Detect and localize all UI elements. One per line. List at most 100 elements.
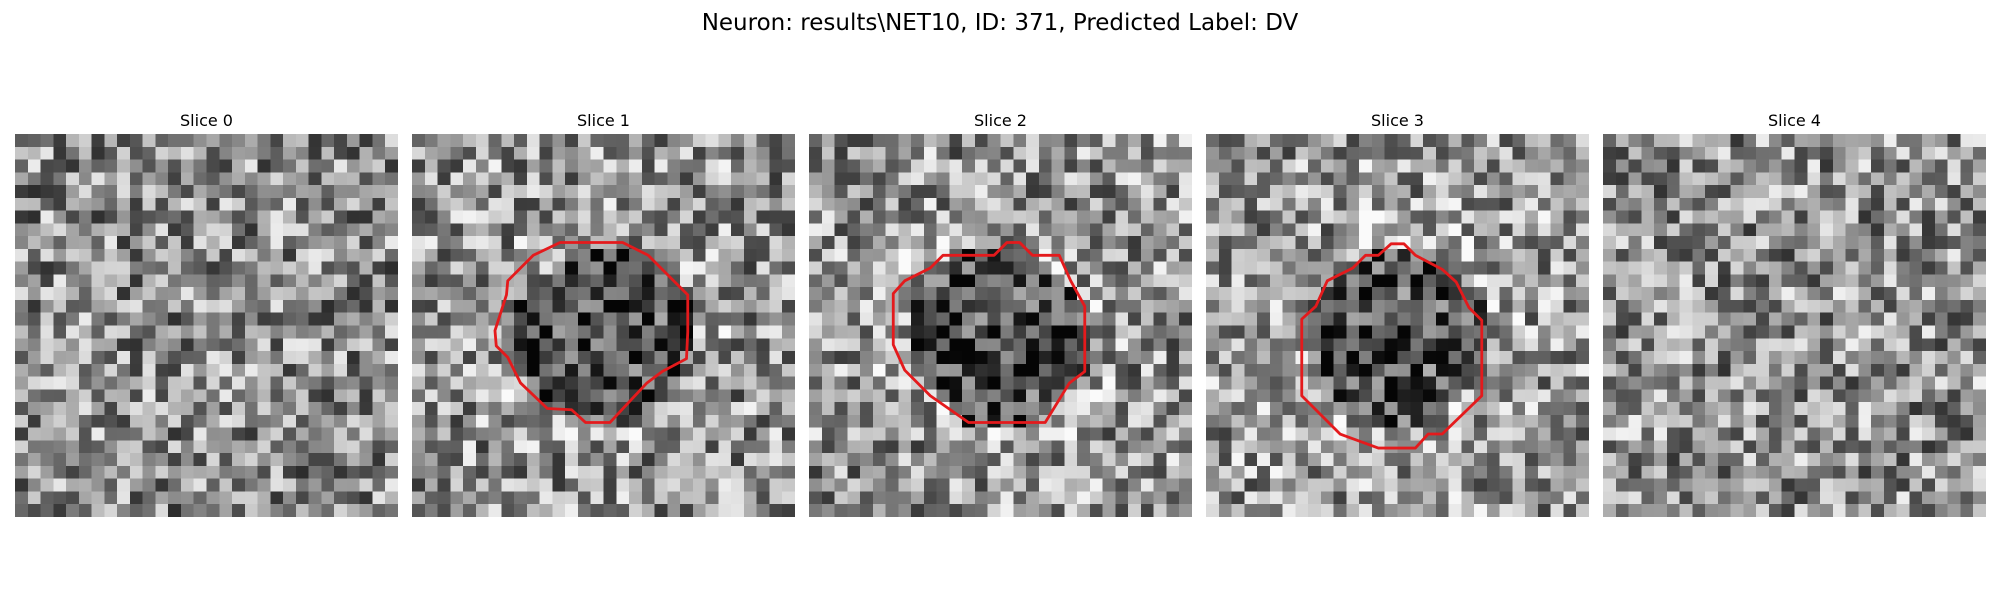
pixel bbox=[295, 389, 309, 403]
pixel bbox=[15, 312, 29, 326]
pixel bbox=[1269, 287, 1283, 301]
pixel bbox=[1371, 299, 1385, 313]
pixel bbox=[412, 325, 426, 339]
pixel bbox=[1371, 491, 1385, 505]
pixel bbox=[1512, 440, 1526, 454]
pixel bbox=[1756, 491, 1770, 505]
slice-image bbox=[809, 134, 1192, 517]
pixel bbox=[1563, 465, 1577, 479]
pixel bbox=[53, 389, 67, 403]
pixel bbox=[257, 185, 271, 199]
pixel bbox=[1295, 414, 1309, 428]
pixel bbox=[1743, 197, 1757, 211]
pixel bbox=[667, 389, 681, 403]
pixel bbox=[1692, 299, 1706, 313]
pixel bbox=[1705, 389, 1719, 403]
pixel bbox=[1166, 440, 1180, 454]
pixel bbox=[949, 427, 963, 441]
pixel bbox=[1679, 134, 1693, 148]
pixel bbox=[1628, 478, 1642, 492]
pixel bbox=[962, 274, 976, 288]
pixel bbox=[308, 172, 322, 186]
pixel bbox=[692, 299, 706, 313]
pixel bbox=[962, 440, 976, 454]
pixel bbox=[66, 453, 80, 467]
pixel bbox=[718, 427, 732, 441]
pixel bbox=[15, 427, 29, 441]
pixel bbox=[1563, 185, 1577, 199]
pixel bbox=[1486, 351, 1500, 365]
pixel bbox=[923, 159, 937, 173]
pixel bbox=[1218, 146, 1232, 160]
pixel bbox=[1333, 465, 1347, 479]
pixel bbox=[705, 338, 719, 352]
pixel bbox=[155, 287, 169, 301]
pixel bbox=[1282, 159, 1296, 173]
pixel bbox=[1537, 440, 1551, 454]
pixel bbox=[142, 491, 156, 505]
pixel bbox=[1973, 453, 1986, 467]
pixel bbox=[270, 172, 284, 186]
pixel bbox=[1641, 402, 1655, 416]
pixel bbox=[168, 274, 182, 288]
pixel bbox=[1038, 440, 1052, 454]
pixel bbox=[1244, 172, 1258, 186]
pixel bbox=[860, 389, 874, 403]
pixel bbox=[206, 363, 220, 377]
pixel bbox=[1089, 427, 1103, 441]
pixel bbox=[565, 287, 579, 301]
pixel bbox=[359, 197, 373, 211]
pixel bbox=[168, 440, 182, 454]
pixel bbox=[180, 363, 194, 377]
pixel bbox=[1499, 376, 1513, 390]
pixel bbox=[155, 414, 169, 428]
pixel bbox=[898, 287, 912, 301]
pixel bbox=[1615, 197, 1629, 211]
pixel bbox=[1359, 414, 1373, 428]
pixel bbox=[244, 261, 258, 275]
pixel bbox=[1679, 274, 1693, 288]
pixel bbox=[117, 363, 131, 377]
pixel bbox=[1871, 312, 1885, 326]
pixel bbox=[1206, 185, 1220, 199]
pixel bbox=[91, 236, 105, 250]
slice-image bbox=[15, 134, 398, 517]
pixel bbox=[321, 440, 335, 454]
pixel bbox=[15, 376, 29, 390]
pixel bbox=[616, 159, 630, 173]
pixel bbox=[1922, 223, 1936, 237]
pixel bbox=[1909, 440, 1923, 454]
pixel bbox=[346, 274, 360, 288]
pixel bbox=[1371, 146, 1385, 160]
pixel bbox=[539, 197, 553, 211]
pixel bbox=[1563, 504, 1577, 517]
pixel bbox=[1384, 402, 1398, 416]
pixel bbox=[1140, 440, 1154, 454]
pixel bbox=[526, 491, 540, 505]
pixel bbox=[1845, 312, 1859, 326]
pixel bbox=[91, 325, 105, 339]
pixel bbox=[1794, 312, 1808, 326]
pixel bbox=[1628, 376, 1642, 390]
pixel bbox=[1320, 248, 1334, 262]
pixel bbox=[1282, 210, 1296, 224]
pixel bbox=[539, 465, 553, 479]
pixel bbox=[475, 351, 489, 365]
pixel bbox=[1960, 287, 1974, 301]
pixel bbox=[552, 453, 566, 467]
pixel bbox=[1384, 248, 1398, 262]
pixel bbox=[1794, 197, 1808, 211]
pixel bbox=[437, 287, 451, 301]
pixel bbox=[450, 223, 464, 237]
pixel bbox=[1947, 299, 1961, 313]
pixel bbox=[949, 146, 963, 160]
pixel bbox=[731, 504, 745, 517]
pixel bbox=[1051, 363, 1065, 377]
pixel bbox=[667, 146, 681, 160]
pixel bbox=[1934, 338, 1948, 352]
pixel bbox=[270, 236, 284, 250]
pixel bbox=[1308, 185, 1322, 199]
pixel bbox=[475, 504, 489, 517]
pixel bbox=[1871, 402, 1885, 416]
pixel bbox=[91, 351, 105, 365]
